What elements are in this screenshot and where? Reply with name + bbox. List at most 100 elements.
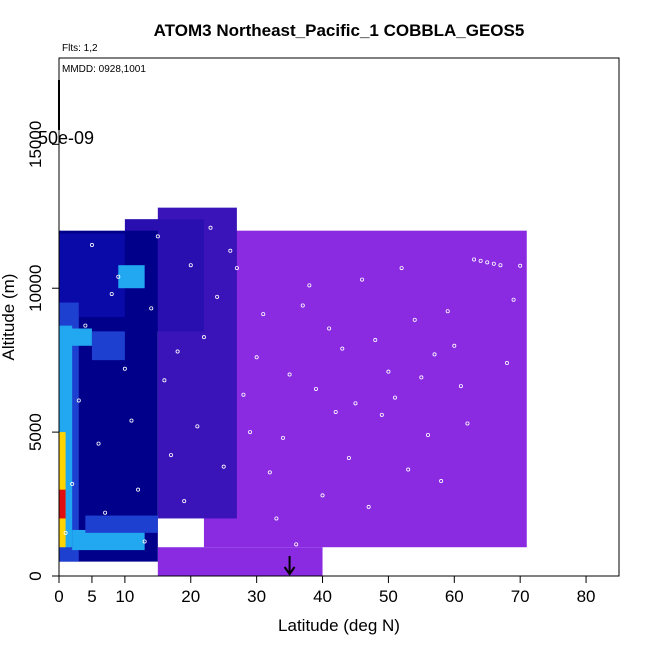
sample-point	[346, 456, 351, 461]
sample-point	[83, 323, 88, 328]
x-tick-label: 80	[577, 587, 596, 606]
x-tick-label: 40	[313, 587, 332, 606]
sample-point	[307, 283, 312, 288]
sample-point	[261, 312, 266, 317]
sample-point	[168, 453, 173, 458]
heatmap-cell	[72, 529, 145, 551]
y-tick-label: 10000	[26, 265, 45, 312]
sample-point	[136, 487, 141, 492]
x-tick-label: 30	[247, 587, 266, 606]
colorbar-value-label: 50e-09	[38, 128, 94, 148]
latitude-arrow	[283, 556, 296, 576]
sample-point	[320, 493, 325, 498]
sample-point	[109, 291, 114, 296]
arrow-head	[283, 566, 296, 576]
chart-title: ATOM3 Northeast_Pacific_1 COBBLA_GEOS5	[154, 21, 525, 40]
sample-point	[478, 258, 483, 263]
sample-point	[208, 225, 213, 230]
sample-point	[445, 309, 450, 314]
sample-point	[162, 378, 167, 383]
sample-point	[485, 260, 490, 265]
sample-point	[129, 418, 134, 423]
x-tick-label: 10	[115, 587, 134, 606]
x-tick-label: 20	[181, 587, 200, 606]
sample-point	[155, 234, 160, 239]
sample-point	[175, 349, 180, 354]
sample-point	[96, 441, 101, 446]
sample-point	[149, 306, 154, 311]
sample-point	[300, 303, 305, 308]
sample-point	[379, 412, 384, 417]
plot-frame	[58, 57, 620, 577]
sample-point	[465, 421, 470, 426]
sample-point	[195, 424, 200, 429]
sample-point	[182, 499, 187, 504]
sample-point	[267, 470, 272, 475]
y-tick-label: 15000	[26, 121, 45, 168]
heatmap-layer	[59, 207, 527, 576]
sample-point	[425, 432, 430, 437]
sample-point	[76, 398, 81, 403]
sample-point	[142, 539, 147, 544]
sample-point	[248, 430, 253, 435]
sample-point	[518, 263, 523, 268]
sample-point	[491, 261, 496, 266]
heatmap-cell	[157, 547, 323, 576]
heatmap-cell	[118, 265, 145, 289]
sample-point	[452, 343, 457, 348]
heatmap-cell	[85, 515, 158, 533]
sample-point	[504, 361, 509, 366]
heatmap-cell	[59, 328, 92, 346]
heatmap-cell	[203, 230, 527, 548]
x-axis: 0 5 10 20 30 40 50 60 70 80	[54, 576, 596, 606]
sample-point	[406, 467, 411, 472]
sample-point	[458, 384, 463, 389]
sample-point	[498, 263, 503, 268]
y-axis: 0 5000 10000 15000	[26, 121, 59, 581]
y-tick-label: 0	[26, 571, 45, 580]
sample-point	[373, 338, 378, 343]
heatmap-cell	[59, 489, 66, 519]
y-tick-label: 5000	[26, 413, 45, 451]
x-tick-label: 0	[54, 587, 63, 606]
sample-point	[103, 510, 108, 515]
sample-point	[294, 542, 299, 547]
sample-point	[333, 409, 338, 414]
sample-point	[201, 335, 206, 340]
sample-point	[63, 530, 68, 535]
sample-point	[234, 266, 239, 271]
x-tick-label: 60	[445, 587, 464, 606]
sample-point	[327, 326, 332, 331]
sample-point	[366, 504, 371, 509]
sample-point	[221, 464, 226, 469]
x-axis-label: Latitude (deg N)	[278, 616, 400, 635]
flights-annotation: Flts: 1,2	[62, 43, 98, 54]
sample-point	[313, 386, 318, 391]
sample-points-layer	[63, 225, 523, 547]
sample-point	[360, 277, 365, 282]
sample-point	[280, 435, 285, 440]
sample-point	[399, 266, 404, 271]
sample-point	[254, 355, 259, 360]
sample-point	[274, 516, 279, 521]
sample-point	[122, 366, 127, 371]
sample-point	[241, 392, 246, 397]
sample-point	[340, 346, 345, 351]
sample-point	[70, 481, 75, 486]
sample-point	[353, 401, 358, 406]
dates-annotation: MMDD: 0928,1001	[62, 64, 146, 75]
sample-point	[287, 372, 292, 377]
x-tick-label: 50	[379, 587, 398, 606]
sample-point	[419, 375, 424, 380]
sample-point	[386, 369, 391, 374]
sample-point	[215, 294, 220, 299]
sample-point	[228, 248, 233, 253]
sample-point	[116, 274, 121, 279]
sample-point	[511, 297, 516, 302]
sample-point	[392, 395, 397, 400]
sample-point	[472, 257, 477, 262]
sample-point	[89, 243, 94, 248]
sample-point	[412, 317, 417, 322]
x-tick-label: 70	[511, 587, 530, 606]
